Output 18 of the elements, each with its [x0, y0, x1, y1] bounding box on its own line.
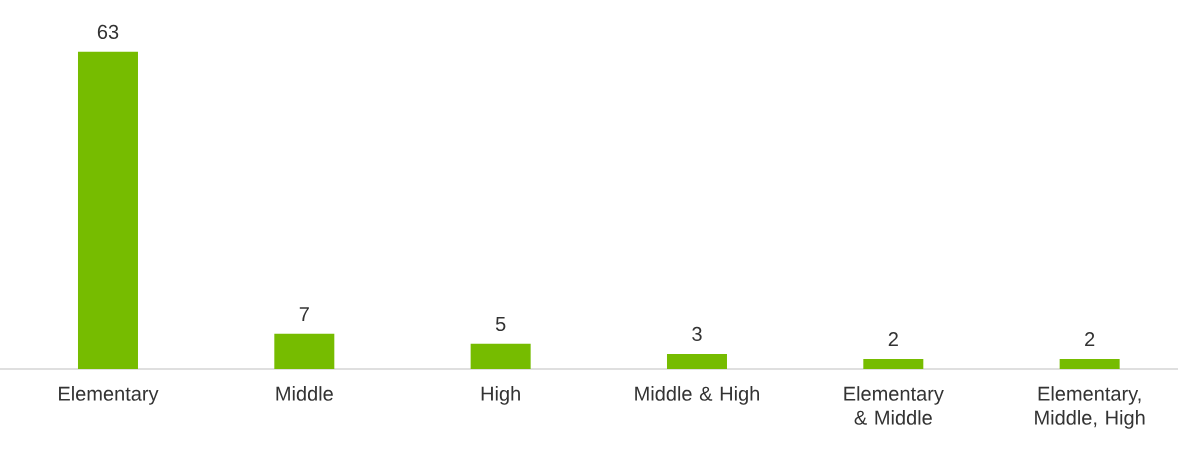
data-label: 63	[97, 24, 119, 39]
bar	[863, 358, 924, 369]
x-tick-label: Elementary, Middle, High	[1035, 386, 1145, 429]
data-label: 3	[692, 326, 702, 342]
x-tick-label: Middle	[276, 386, 333, 401]
x-tick-label: Middle & High	[635, 386, 760, 405]
x-tick-label: Elementary & Middle	[844, 386, 944, 425]
data-label: 5	[495, 317, 506, 331]
bar	[666, 353, 727, 369]
data-label: 2	[1085, 332, 1095, 347]
bar	[470, 343, 531, 369]
bar	[274, 333, 335, 369]
bar	[1059, 358, 1120, 369]
data-label: 2	[888, 332, 898, 347]
bar	[77, 51, 138, 369]
data-label: 7	[299, 307, 309, 321]
x-tick-label: Elementary	[59, 386, 159, 405]
x-tick-label: High	[481, 386, 520, 405]
